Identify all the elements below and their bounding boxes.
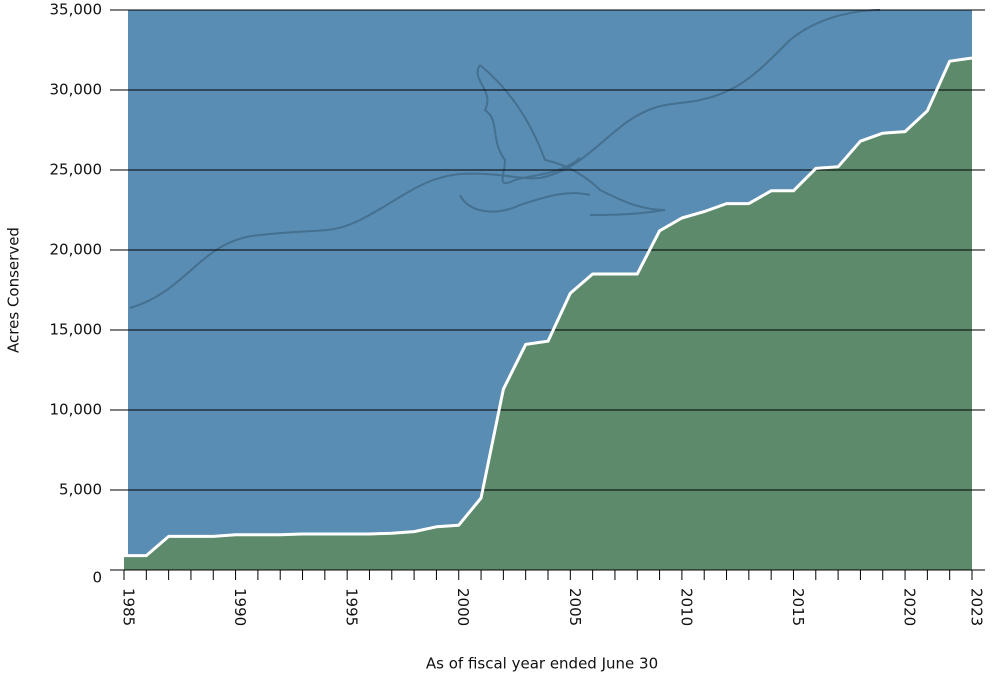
x-tick-label: 2010 [677,588,695,626]
x-tick-label: 2005 [566,588,584,626]
y-tick-label: 15,000 [50,321,103,339]
y-axis-label: Acres Conserved [5,227,23,353]
x-tick-label: 2023 [968,588,986,626]
area [124,58,972,570]
y-tick-label: 35,000 [50,1,103,19]
x-axis-label: As of fiscal year ended June 30 [426,655,658,673]
y-tick-label: 25,000 [50,161,103,179]
x-tick-label: 2000 [454,588,472,626]
x-tick-label: 1985 [120,588,138,626]
y-tick-label: 10,000 [50,401,103,419]
x-tick-label: 1995 [343,588,361,626]
x-tick-label: 1990 [231,588,249,626]
y-tick-label: 5,000 [59,481,102,499]
y-tick-label: 0 [92,569,102,587]
y-tick-label: 30,000 [50,81,103,99]
y-tick-label: 20,000 [50,241,103,259]
x-tick-label: 2015 [789,588,807,626]
decoration [129,9,881,309]
x-tick-label: 2020 [901,588,919,626]
line [124,56,973,558]
decoration [459,64,666,216]
